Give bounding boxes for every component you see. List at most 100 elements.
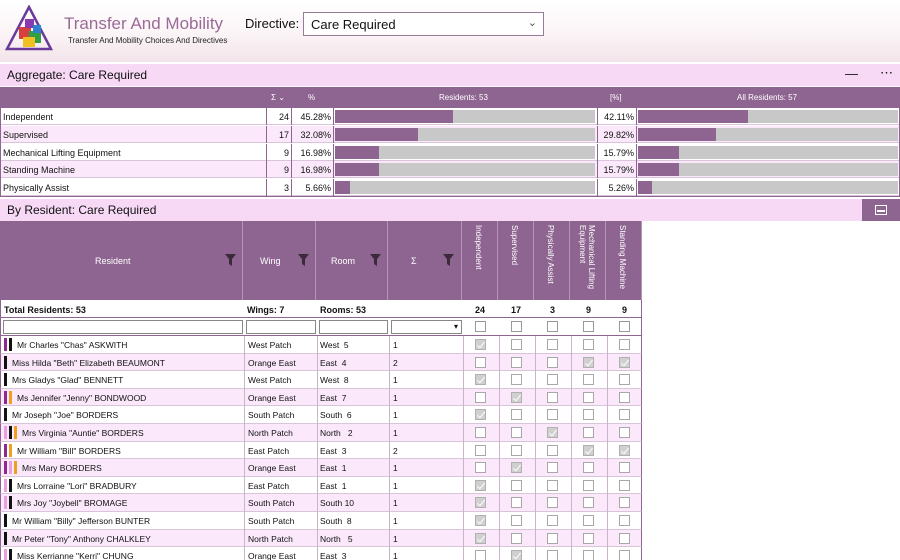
care-checkbox[interactable] bbox=[619, 356, 630, 368]
independent-filter-checkbox[interactable] bbox=[475, 321, 486, 332]
sum-filter-select[interactable]: ▾ bbox=[391, 320, 462, 334]
agg-col-sum[interactable]: Σ ⌄ bbox=[271, 93, 285, 102]
resident-row[interactable]: Mrs Virginia "Auntie" BORDERS North Patch… bbox=[0, 424, 642, 442]
resident-filter-input[interactable] bbox=[3, 320, 243, 334]
care-checkbox[interactable] bbox=[619, 497, 630, 509]
care-checkbox[interactable] bbox=[511, 339, 522, 350]
care-checkbox[interactable] bbox=[619, 479, 630, 491]
care-checkbox[interactable] bbox=[511, 497, 522, 509]
filter-icon[interactable] bbox=[225, 254, 236, 266]
care-checkbox[interactable] bbox=[547, 356, 558, 368]
care-checkbox[interactable] bbox=[547, 550, 558, 560]
care-checkbox[interactable] bbox=[475, 409, 486, 421]
care-checkbox[interactable] bbox=[547, 479, 558, 491]
col-physically-assist[interactable]: Physically Assist bbox=[534, 221, 570, 300]
resident-row[interactable]: Ms Jennifer "Jenny" BONDWOOD Orange East E… bbox=[0, 388, 642, 407]
care-checkbox[interactable] bbox=[583, 497, 594, 509]
resident-row[interactable]: Mr William "Bill" BORDERS East Patch East … bbox=[0, 441, 642, 460]
care-checkbox[interactable] bbox=[583, 462, 594, 474]
care-checkbox[interactable] bbox=[475, 497, 486, 509]
col-independent[interactable]: Independent bbox=[462, 221, 498, 300]
care-checkbox[interactable] bbox=[475, 444, 486, 456]
care-checkbox[interactable] bbox=[475, 391, 486, 403]
resident-row[interactable]: Mrs Lorraine "Lori" BRADBURY East Patch Ea… bbox=[0, 476, 642, 495]
care-checkbox[interactable] bbox=[619, 444, 630, 456]
care-checkbox[interactable] bbox=[511, 427, 522, 438]
care-checkbox[interactable] bbox=[511, 409, 522, 421]
care-checkbox[interactable] bbox=[619, 339, 630, 350]
care-checkbox[interactable] bbox=[511, 532, 522, 544]
care-checkbox[interactable] bbox=[511, 462, 522, 474]
care-checkbox[interactable] bbox=[547, 515, 558, 526]
care-checkbox[interactable] bbox=[619, 391, 630, 403]
filter-icon[interactable] bbox=[298, 254, 309, 266]
care-checkbox[interactable] bbox=[511, 356, 522, 368]
care-checkbox[interactable] bbox=[511, 444, 522, 456]
care-checkbox[interactable] bbox=[547, 409, 558, 421]
more-options-icon[interactable]: ⋯ bbox=[880, 65, 894, 80]
care-checkbox[interactable] bbox=[583, 515, 594, 526]
physically-assist-filter-checkbox[interactable] bbox=[547, 321, 558, 332]
standing-filter-checkbox[interactable] bbox=[619, 321, 630, 332]
care-checkbox[interactable] bbox=[511, 391, 522, 403]
filter-icon[interactable] bbox=[443, 254, 454, 266]
resident-row[interactable]: Mrs Gladys "Glad" BENNETT West Patch West … bbox=[0, 371, 642, 389]
col-standing-machine[interactable]: Standing Machine bbox=[606, 221, 642, 300]
supervised-filter-checkbox[interactable] bbox=[511, 321, 522, 332]
resident-row[interactable]: Miss Hilda "Beth" Elizabeth BEAUMONT Oran… bbox=[0, 353, 642, 372]
care-checkbox[interactable] bbox=[547, 462, 558, 474]
care-checkbox[interactable] bbox=[475, 515, 486, 526]
care-checkbox[interactable] bbox=[619, 462, 630, 474]
care-checkbox[interactable] bbox=[583, 427, 594, 438]
col-supervised[interactable]: Supervised bbox=[498, 221, 534, 300]
care-checkbox[interactable] bbox=[547, 532, 558, 544]
care-checkbox[interactable] bbox=[475, 462, 486, 474]
directive-select[interactable]: Care Required ⌄ bbox=[303, 12, 544, 36]
wing-filter-input[interactable] bbox=[246, 320, 316, 334]
care-checkbox[interactable] bbox=[547, 497, 558, 509]
care-checkbox[interactable] bbox=[583, 339, 594, 350]
care-checkbox[interactable] bbox=[511, 515, 522, 526]
care-checkbox[interactable] bbox=[619, 515, 630, 526]
panel-toggle-button[interactable] bbox=[862, 199, 900, 221]
care-checkbox[interactable] bbox=[583, 374, 594, 386]
care-checkbox[interactable] bbox=[475, 356, 486, 368]
care-checkbox[interactable] bbox=[583, 550, 594, 560]
care-checkbox[interactable] bbox=[547, 339, 558, 350]
care-checkbox[interactable] bbox=[583, 444, 594, 456]
care-checkbox[interactable] bbox=[547, 374, 558, 386]
col-resident[interactable]: Resident bbox=[0, 221, 243, 300]
care-checkbox[interactable] bbox=[619, 532, 630, 544]
care-checkbox[interactable] bbox=[511, 374, 522, 386]
care-checkbox[interactable] bbox=[547, 427, 558, 438]
care-checkbox[interactable] bbox=[583, 356, 594, 368]
col-wing[interactable]: Wing bbox=[243, 221, 316, 300]
col-room[interactable]: Room bbox=[316, 221, 388, 300]
resident-row[interactable]: Miss Kerrianne "Kerri" CHUNG Orange East E… bbox=[0, 547, 642, 560]
care-checkbox[interactable] bbox=[475, 374, 486, 386]
care-checkbox[interactable] bbox=[475, 479, 486, 491]
room-filter-input[interactable] bbox=[319, 320, 388, 334]
filter-icon[interactable] bbox=[370, 254, 381, 266]
col-mechanical-lifting[interactable]: Mechanical Lifting Equipment bbox=[570, 221, 606, 300]
care-checkbox[interactable] bbox=[475, 427, 486, 438]
resident-row[interactable]: Mr Joseph "Joe" BORDERS South Patch South … bbox=[0, 406, 642, 424]
col-sum[interactable]: Σ bbox=[388, 221, 462, 300]
care-checkbox[interactable] bbox=[619, 427, 630, 438]
resident-row[interactable]: Mr Peter "Tony" Anthony CHALKLEY North Pa… bbox=[0, 529, 642, 548]
care-checkbox[interactable] bbox=[583, 532, 594, 544]
care-checkbox[interactable] bbox=[619, 374, 630, 386]
care-checkbox[interactable] bbox=[511, 550, 522, 560]
resident-row[interactable]: Mrs Joy "Joybell" BROMAGE South Patch Sout… bbox=[0, 494, 642, 512]
resident-row[interactable]: Mrs Mary BORDERS Orange East East 1 1 bbox=[0, 459, 642, 477]
care-checkbox[interactable] bbox=[619, 409, 630, 421]
care-checkbox[interactable] bbox=[475, 532, 486, 544]
care-checkbox[interactable] bbox=[583, 391, 594, 403]
mechanical-filter-checkbox[interactable] bbox=[583, 321, 594, 332]
care-checkbox[interactable] bbox=[583, 479, 594, 491]
care-checkbox[interactable] bbox=[583, 409, 594, 421]
care-checkbox[interactable] bbox=[619, 550, 630, 560]
minimize-icon[interactable]: — bbox=[845, 66, 858, 81]
care-checkbox[interactable] bbox=[475, 339, 486, 350]
resident-row[interactable]: Mr William "Billy" Jefferson BUNTER South… bbox=[0, 512, 642, 530]
